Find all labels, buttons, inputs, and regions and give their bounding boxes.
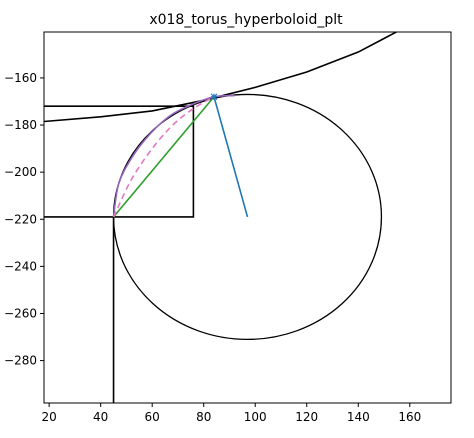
series-1-line	[44, 105, 195, 218]
y-tick-label--200: −200	[4, 165, 37, 179]
y-tick-label--280: −280	[4, 354, 37, 368]
x-tick-label-80: 80	[196, 410, 211, 424]
series-4-line	[213, 96, 249, 218]
y-tick-label--160: −160	[4, 71, 37, 85]
plot-frame	[43, 31, 452, 404]
y-tick-label--260: −260	[4, 306, 37, 320]
x-tick-label-120: 120	[295, 410, 318, 424]
x-axis: 20 40 60 80 100 120 140 160	[42, 403, 421, 424]
series-3-line	[112, 96, 215, 218]
y-axis: −160 −180 −200 −220 −240 −260 −280	[4, 71, 44, 368]
x-tick-label-40: 40	[93, 410, 108, 424]
series-7-marker-0	[210, 93, 218, 101]
x-tick-label-20: 20	[42, 410, 57, 424]
y-tick-label--240: −240	[4, 259, 37, 273]
x-tick-label-60: 60	[145, 410, 160, 424]
plot-area	[44, 32, 399, 403]
chart-title: x018_torus_hyperboloid_plt	[149, 12, 343, 28]
x-tick-label-160: 160	[398, 410, 421, 424]
series-6-line	[112, 96, 215, 218]
x-tick-label-100: 100	[244, 410, 267, 424]
x-tick-label-140: 140	[347, 410, 370, 424]
y-tick-label--180: −180	[4, 118, 37, 132]
series-0-line	[44, 32, 399, 123]
y-tick-label--220: −220	[4, 212, 37, 226]
